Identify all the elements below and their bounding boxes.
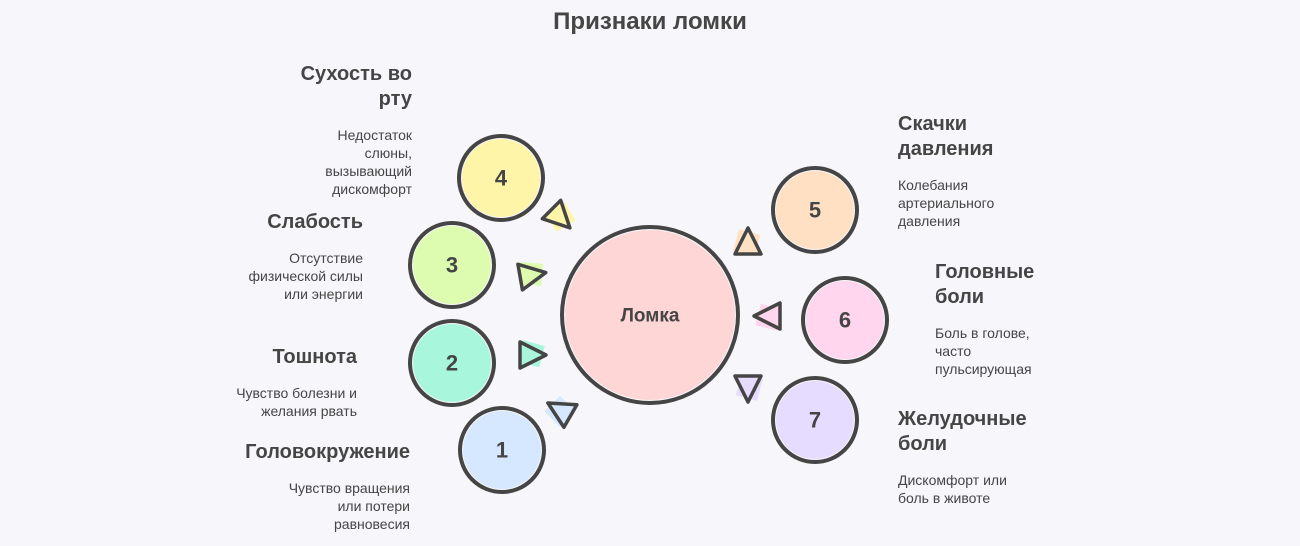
- node-7-label: 7: [809, 408, 821, 433]
- label-desc: Недостаток слюны, вызывающий дискомфорт: [325, 127, 412, 197]
- node-3: 3: [408, 221, 496, 309]
- label-title: Желудочные боли: [898, 408, 1027, 455]
- node-1: 1: [458, 406, 546, 494]
- arrow-icon: [516, 261, 548, 292]
- node-1-fill: [463, 411, 541, 489]
- node-4-label: 4: [495, 166, 508, 191]
- node-6-outline: [801, 276, 889, 364]
- node-4: 4: [457, 134, 545, 222]
- node-3-outline: [408, 221, 496, 309]
- label-title: Слабость: [267, 211, 363, 233]
- node-5-fill: [776, 171, 854, 249]
- label-title: Тошнота: [272, 346, 357, 368]
- center-node-fill: [565, 230, 735, 400]
- node-3-fill: [413, 226, 491, 304]
- label-desc: Дискомфорт или боль в животе: [898, 472, 1007, 506]
- node-6: 6: [801, 276, 889, 364]
- node-4-outline: [457, 134, 545, 222]
- node-7-fill: [776, 381, 854, 459]
- diagram-title: Признаки ломки: [553, 8, 747, 35]
- node-2-label: 2: [446, 351, 458, 376]
- node-7-outline: [771, 376, 859, 464]
- node-2-outline: [408, 319, 496, 407]
- node-1-outline: [458, 406, 546, 494]
- node-7: 7: [771, 376, 859, 464]
- arrow-icon: [517, 340, 548, 370]
- arrow-icon: [752, 301, 783, 331]
- node-4-fill: [462, 139, 540, 217]
- label-title: Головные боли: [935, 261, 1035, 308]
- label-1: Головокружение Чувство вращения или потер…: [210, 440, 410, 533]
- label-4: Сухость во рту Недостаток слюны, вызывающ…: [282, 62, 412, 198]
- label-5: Скачки давления Колебания артериального д…: [898, 112, 1018, 230]
- arrow-icon: [733, 373, 763, 404]
- label-desc: Отсутствие физической силы или энергии: [248, 250, 364, 302]
- label-desc: Чувство вращения или потери равновесия: [288, 480, 410, 532]
- center-node-label: Ломка: [621, 306, 680, 327]
- label-6: Головные боли Боль в голове, часто пульси…: [935, 260, 1055, 378]
- node-5-label: 5: [809, 198, 821, 223]
- arrow-icon: [544, 395, 579, 430]
- node-6-fill: [806, 281, 884, 359]
- label-desc: Колебания артериального давления: [898, 177, 995, 229]
- center-node: Ломка: [560, 225, 740, 405]
- label-3: Слабость Отсутствие физической силы или э…: [213, 210, 364, 303]
- label-title: Головокружение: [245, 441, 410, 463]
- label-desc: Чувство болезни и желания рвать: [236, 385, 357, 419]
- label-2: Тошнота Чувство болезни и желания рвать: [207, 345, 357, 420]
- label-title: Скачки давления: [898, 113, 994, 160]
- node-1-label: 1: [496, 438, 508, 463]
- node-3-label: 3: [446, 253, 458, 278]
- label-desc: Боль в голове, часто пульсирующая: [935, 325, 1032, 377]
- arrow-icon: [733, 226, 763, 257]
- center-node-outline: [560, 225, 740, 405]
- node-6-label: 6: [839, 308, 851, 333]
- node-5-outline: [771, 166, 859, 254]
- arrow-icon: [540, 198, 576, 232]
- label-title: Сухость во рту: [300, 63, 412, 110]
- label-7: Желудочные боли Дискомфорт или боль в жив…: [898, 407, 1038, 507]
- node-5: 5: [771, 166, 859, 254]
- node-2-fill: [413, 324, 491, 402]
- node-2: 2: [408, 319, 496, 407]
